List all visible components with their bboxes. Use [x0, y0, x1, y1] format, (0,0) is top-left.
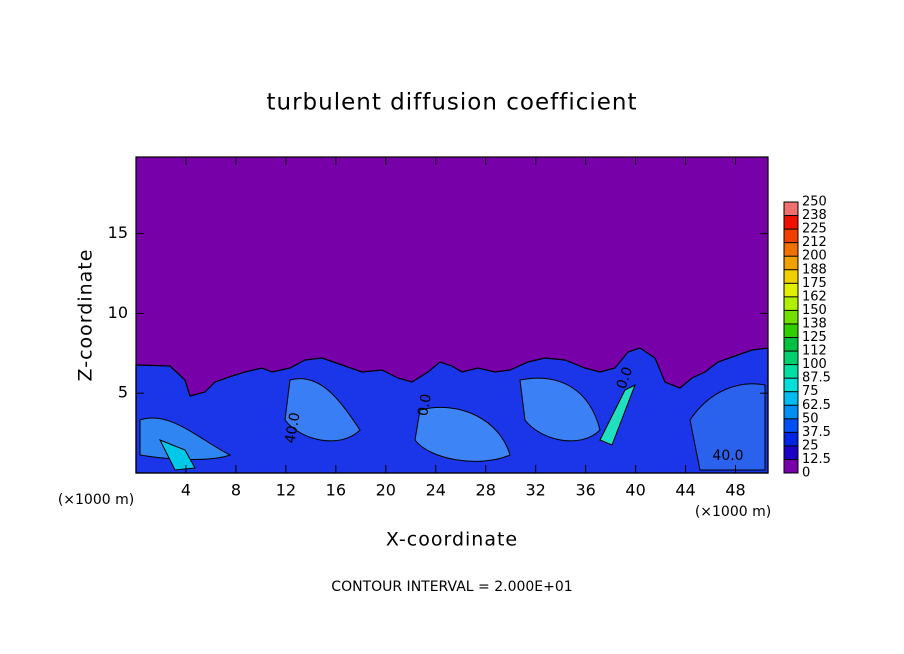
colorbar-label: 75: [802, 384, 819, 399]
colorbar-label: 100: [802, 357, 827, 372]
colorbar-label: 175: [802, 276, 827, 291]
colorbar-band: [784, 310, 798, 324]
colorbar-label: 150: [802, 303, 827, 318]
x-tick-label: 12: [276, 481, 296, 500]
colorbar-band: [784, 215, 798, 230]
colorbar-band: [784, 283, 798, 297]
colorbar-label: 250: [802, 195, 827, 210]
x-unit: (×1000 m): [695, 504, 771, 520]
colorbar-label: 162: [802, 289, 827, 304]
patch: [689, 383, 766, 471]
x-tick-label: 32: [526, 481, 546, 500]
colorbar-label: 238: [802, 208, 827, 223]
colorbar-label: 62.5: [802, 398, 831, 413]
x-tick-label: 48: [725, 481, 745, 500]
colorbar-band: [784, 202, 798, 216]
colorbar-band: [784, 323, 798, 338]
colorbar-label: 50: [802, 411, 819, 426]
x-tick-label: 16: [326, 481, 346, 500]
colorbar-band: [784, 242, 798, 257]
patch: [414, 406, 511, 462]
patch: [158, 439, 196, 471]
x-tick-label: 20: [376, 481, 396, 500]
contour-label: 0.0: [415, 393, 435, 418]
colorbar-band: [784, 269, 798, 284]
x-tick-label: 44: [675, 481, 695, 500]
colorbar-label: 87.5: [802, 371, 831, 386]
x-tick-label: 24: [426, 481, 446, 500]
x-tick-label: 8: [231, 481, 241, 500]
colorbar-band: [784, 432, 798, 446]
colorbar-band: [784, 418, 798, 433]
colorbar-band: [784, 459, 798, 473]
contour-label: 40.0: [282, 411, 303, 444]
colorbar-band: [784, 378, 798, 392]
colorbar-label: 188: [802, 262, 827, 277]
colorbar-label: 12.5: [802, 452, 831, 467]
colorbar-label: 138: [802, 316, 827, 331]
y-axis-label: Z-coordinate: [75, 249, 97, 382]
x-tick-label: 40: [625, 481, 645, 500]
chart-title: turbulent diffusion coefficient: [266, 90, 637, 116]
colorbar-band: [784, 256, 798, 270]
colorbar-label: 212: [802, 235, 827, 250]
field: [135, 157, 769, 474]
x-tick-label: 4: [181, 481, 191, 500]
colorbar-label: 112: [802, 344, 827, 359]
y-tick-label: 15: [108, 223, 128, 242]
x-tick-label: 28: [476, 481, 496, 500]
colorbar-band: [784, 229, 798, 243]
y-tick-label: 10: [108, 303, 128, 322]
colorbar-band: [784, 351, 798, 365]
colorbar-label: 200: [802, 249, 827, 264]
footer: CONTOUR INTERVAL = 2.000E+01: [331, 579, 572, 595]
colorbar-label: 37.5: [802, 425, 831, 440]
patch: [284, 378, 361, 442]
contour-label: 0.0: [614, 365, 637, 391]
colorbar-band: [784, 391, 798, 406]
colorbar-label: 0: [802, 466, 810, 481]
colorbar-label: 25: [802, 438, 819, 453]
colorbar-band: [784, 364, 798, 379]
x-tick-label: 36: [575, 481, 595, 500]
x-axis-label: X-coordinate: [386, 529, 518, 551]
patch: [139, 417, 232, 460]
y-tick-label: 5: [118, 383, 128, 402]
colorbar-band: [784, 296, 798, 311]
colorbar-band: [784, 445, 798, 460]
colorbar-label: 125: [802, 330, 827, 345]
plot-frame: [135, 156, 769, 474]
colorbar-band: [784, 337, 798, 352]
patch: [599, 383, 636, 446]
contour-label: 40.0: [712, 448, 743, 464]
colorbar-band: [784, 405, 798, 419]
patch: [519, 377, 601, 442]
colorbar-label: 225: [802, 222, 827, 237]
y-unit: (×1000 m): [58, 492, 134, 508]
